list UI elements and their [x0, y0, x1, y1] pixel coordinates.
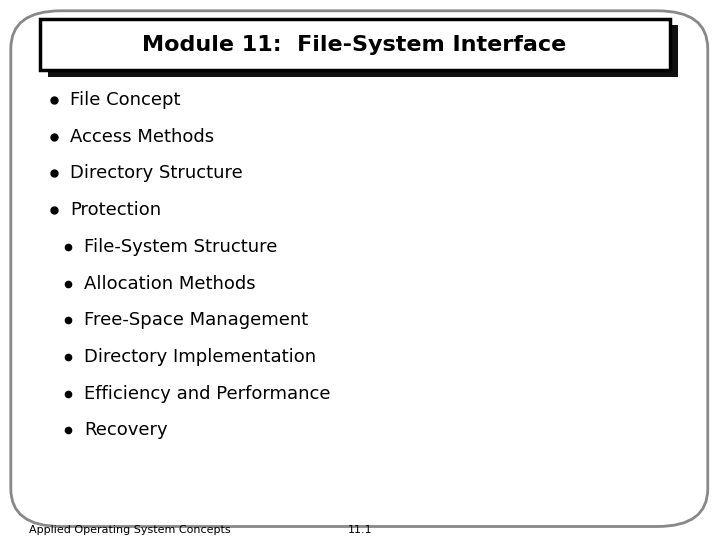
Text: 11.1: 11.1 — [348, 525, 372, 535]
Text: Directory Implementation: Directory Implementation — [84, 348, 316, 366]
Text: Access Methods: Access Methods — [70, 127, 214, 146]
Text: Protection: Protection — [70, 201, 161, 219]
Text: Allocation Methods: Allocation Methods — [84, 274, 256, 293]
Text: File-System Structure: File-System Structure — [84, 238, 278, 256]
FancyBboxPatch shape — [11, 11, 708, 526]
Text: Applied Operating System Concepts: Applied Operating System Concepts — [29, 525, 230, 535]
Text: Recovery: Recovery — [84, 421, 168, 440]
Text: Directory Structure: Directory Structure — [70, 164, 243, 183]
FancyBboxPatch shape — [48, 25, 678, 77]
Text: Efficiency and Performance: Efficiency and Performance — [84, 384, 330, 403]
Text: Module 11:  File-System Interface: Module 11: File-System Interface — [143, 35, 567, 55]
FancyBboxPatch shape — [40, 19, 670, 70]
Text: Free-Space Management: Free-Space Management — [84, 311, 308, 329]
Text: File Concept: File Concept — [70, 91, 180, 109]
